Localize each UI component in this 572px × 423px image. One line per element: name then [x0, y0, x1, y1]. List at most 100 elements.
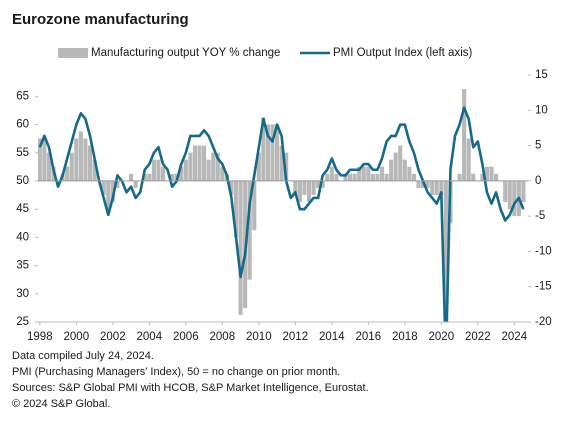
bar	[393, 152, 398, 181]
bar	[101, 180, 106, 195]
bar	[293, 180, 298, 195]
bar	[147, 173, 152, 181]
bar	[384, 173, 389, 181]
bar	[375, 173, 380, 181]
bar	[106, 180, 111, 210]
bar	[211, 152, 216, 181]
bar	[87, 145, 93, 181]
y2-tick-label: -5	[535, 210, 545, 222]
bar	[320, 180, 325, 188]
bar	[306, 180, 312, 203]
x-tick-label: 2022	[465, 331, 491, 343]
bar	[379, 166, 385, 181]
bar	[220, 166, 225, 181]
bar	[42, 138, 47, 181]
bar	[238, 180, 243, 315]
footnote: PMI (Purchasing Managers' Index), 50 = n…	[12, 366, 340, 378]
bar	[311, 180, 316, 195]
bar	[389, 159, 394, 181]
bar	[133, 180, 138, 188]
x-tick-label: 2014	[319, 331, 345, 343]
y-tick-label: 65	[16, 90, 29, 102]
bar	[466, 138, 471, 181]
x-tick-label: 2012	[283, 331, 309, 343]
bar	[256, 152, 261, 181]
bar	[142, 173, 147, 181]
y-tick-label: 55	[16, 147, 29, 159]
y2-tick-label: 5	[535, 140, 541, 152]
bar	[206, 159, 211, 181]
bar	[265, 124, 270, 181]
bar	[411, 173, 416, 181]
bar	[38, 138, 42, 181]
bar	[357, 166, 362, 181]
y-tick-label: 25	[16, 316, 29, 328]
bar	[170, 173, 175, 181]
line	[38, 106, 525, 322]
bar	[521, 180, 526, 203]
bar	[151, 159, 156, 181]
y2-tick-label: 10	[535, 104, 548, 116]
bar	[512, 180, 517, 217]
x-tick-label: 1998	[27, 331, 53, 343]
bar	[443, 180, 448, 308]
x-tick-label: 2016	[356, 331, 382, 343]
bar	[507, 180, 512, 210]
bar	[329, 166, 334, 181]
y-tick-label: 50	[16, 175, 29, 187]
y2-tick-label: -20	[535, 316, 552, 328]
bar	[233, 180, 239, 238]
bar	[156, 159, 161, 181]
bar	[179, 166, 184, 181]
bar	[494, 173, 499, 181]
bar	[325, 173, 330, 181]
y-tick-label: 30	[16, 288, 29, 300]
bar	[252, 180, 257, 231]
bar	[65, 166, 70, 181]
bar	[92, 159, 97, 181]
bar	[352, 173, 357, 181]
legend-label: Manufacturing output YOY % change	[91, 47, 280, 59]
bar	[247, 180, 252, 280]
bar	[457, 173, 462, 181]
bar	[261, 117, 266, 181]
y2-tick-label: 15	[535, 69, 548, 81]
bar	[202, 145, 207, 181]
bar	[480, 173, 485, 181]
bar	[284, 152, 289, 181]
bar	[430, 180, 435, 195]
bar	[361, 166, 366, 181]
bar	[489, 166, 494, 181]
bar	[83, 138, 88, 181]
y-tick-label: 45	[16, 203, 29, 215]
footnote: © 2024 S&P Global.	[12, 398, 110, 410]
bar	[270, 124, 275, 181]
bar	[484, 166, 489, 181]
legend-swatch	[58, 48, 88, 58]
bar	[46, 152, 52, 181]
bar	[215, 152, 220, 181]
bar	[416, 180, 421, 188]
chart-title: Eurozone manufacturing	[12, 11, 189, 28]
bar	[348, 173, 353, 181]
bar	[402, 159, 407, 181]
bar	[366, 166, 371, 181]
bar	[279, 145, 284, 181]
bar	[370, 173, 375, 181]
x-tick-label: 2010	[246, 331, 272, 343]
bar	[316, 180, 321, 188]
bar	[398, 145, 403, 181]
plot-area	[38, 89, 526, 322]
y-tick-label: 35	[16, 260, 29, 272]
bar	[129, 173, 134, 181]
x-tick-label: 2000	[64, 331, 90, 343]
y-tick-label: 40	[16, 231, 29, 243]
bar	[334, 173, 339, 181]
bar	[343, 173, 348, 181]
bar	[197, 145, 202, 181]
bar	[275, 124, 280, 181]
bar	[302, 180, 307, 195]
bar	[183, 159, 188, 181]
y-tick-label: 60	[16, 119, 29, 131]
